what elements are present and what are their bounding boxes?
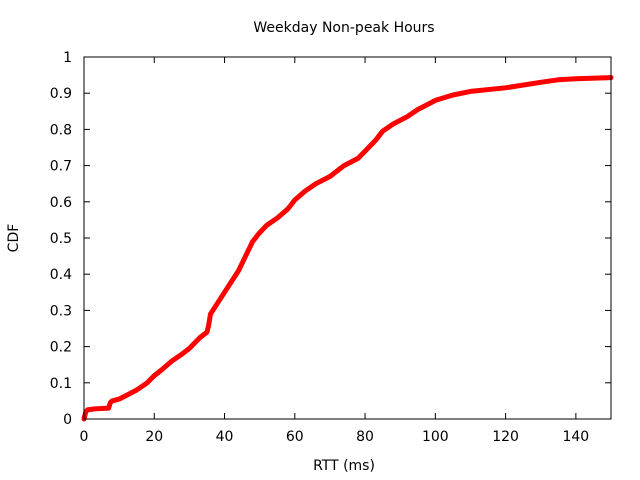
x-tick-label: 80 (356, 429, 374, 445)
y-tick-label: 0.3 (50, 303, 72, 319)
chart-title: Weekday Non-peak Hours (253, 20, 434, 36)
x-tick-label: 20 (145, 429, 163, 445)
x-tick-label: 60 (286, 429, 304, 445)
plot-frame (83, 56, 612, 420)
x-tick-label: 140 (562, 429, 589, 445)
y-tick-label: 0.4 (50, 267, 72, 283)
x-tick-label: 40 (216, 429, 234, 445)
series-group (81, 75, 614, 422)
y-axis-label: CDF (6, 224, 22, 253)
y-tick-label: 1 (63, 50, 72, 66)
cdf-line (81, 75, 614, 422)
x-tick-label: 120 (492, 429, 519, 445)
y-tick-label: 0.9 (50, 86, 72, 102)
y-tick-label: 0.7 (50, 159, 72, 175)
axis-ticks: 0 20 40 60 80 100 120 140 0 0.1 0.2 0.3 0.4 0.5 0.6 0.7… (50, 50, 611, 445)
y-tick-label: 0.1 (50, 376, 72, 392)
x-tick-label: 100 (422, 429, 449, 445)
y-tick-label: 0 (63, 412, 72, 428)
y-tick-label: 0.5 (50, 231, 72, 247)
y-tick-label: 0.2 (50, 340, 72, 356)
y-tick-label: 0.6 (50, 195, 72, 211)
x-tick-label: 0 (80, 429, 89, 445)
x-axis-label: RTT (ms) (313, 458, 375, 474)
y-tick-label: 0.8 (50, 122, 72, 138)
